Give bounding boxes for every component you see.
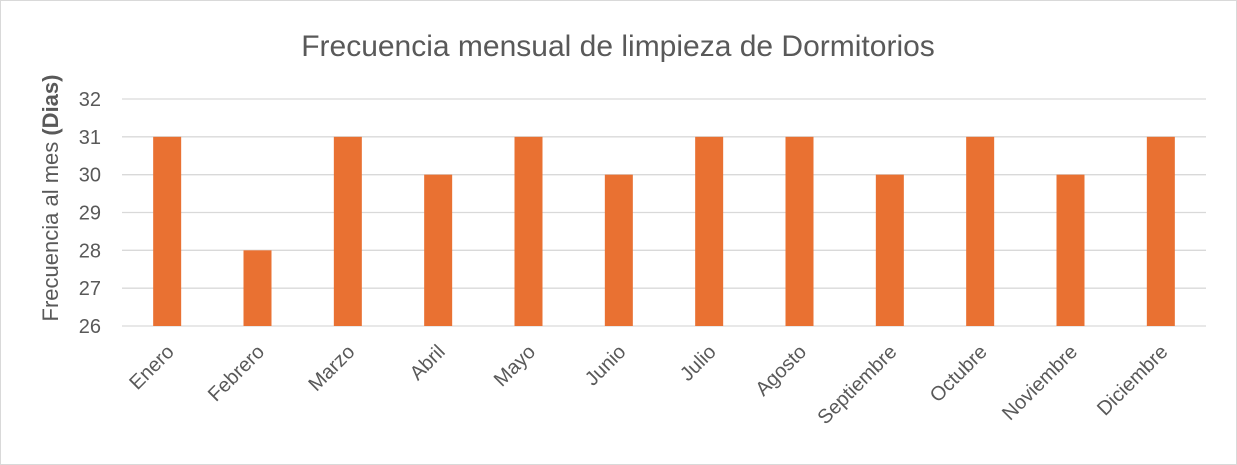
bar-mayo: [514, 136, 543, 326]
y-tick-label: 31: [79, 127, 101, 149]
x-tick-label: Abril: [406, 341, 450, 385]
x-tick-label: Junio: [581, 341, 630, 390]
y-axis-label: Frecuencia al mes (Dias): [38, 75, 63, 322]
x-tick-label: Julio: [676, 341, 721, 386]
y-axis-ticks: 26 27 28 29 30 31 32: [79, 89, 101, 338]
bar-junio: [604, 174, 633, 326]
bar-diciembre: [1146, 136, 1175, 326]
chart-title: Frecuencia mensual de limpieza de Dormit…: [301, 30, 935, 63]
y-tick-label: 29: [79, 203, 101, 225]
y-tick-label: 32: [79, 89, 101, 111]
y-tick-label: 28: [79, 240, 101, 262]
bar-enero: [153, 136, 182, 326]
bar-noviembre: [1056, 174, 1085, 326]
x-tick-label: Septiembre: [813, 341, 901, 429]
bar-febrero: [243, 250, 272, 326]
bar-octubre: [966, 136, 995, 326]
bar-marzo: [333, 136, 362, 326]
x-tick-label: Diciembre: [1093, 341, 1172, 420]
y-tick-label: 30: [79, 165, 101, 187]
gridlines: [122, 98, 1206, 327]
x-axis-ticks: Enero Febrero Marzo Abril Mayo Junio Julio Agos…: [125, 341, 1172, 429]
x-tick-label: Enero: [125, 341, 178, 394]
x-tick-label: Octubre: [926, 341, 992, 407]
y-tick-label: 26: [79, 316, 101, 338]
y-axis-label-bold: (Dias): [38, 75, 63, 136]
bar-julio: [695, 136, 724, 326]
x-tick-label: Agosto: [751, 341, 811, 401]
bar-septiembre: [875, 174, 904, 326]
x-tick-label: Febrero: [204, 341, 269, 406]
y-axis-label-prefix: Frecuencia al mes: [38, 136, 63, 322]
x-tick-label: Mayo: [490, 341, 540, 391]
bar-agosto: [785, 136, 814, 326]
x-tick-label: Noviembre: [998, 341, 1082, 425]
bar-abril: [424, 174, 453, 326]
bars: [153, 136, 1175, 326]
x-tick-label: Marzo: [305, 341, 360, 396]
y-tick-label: 27: [79, 278, 101, 300]
